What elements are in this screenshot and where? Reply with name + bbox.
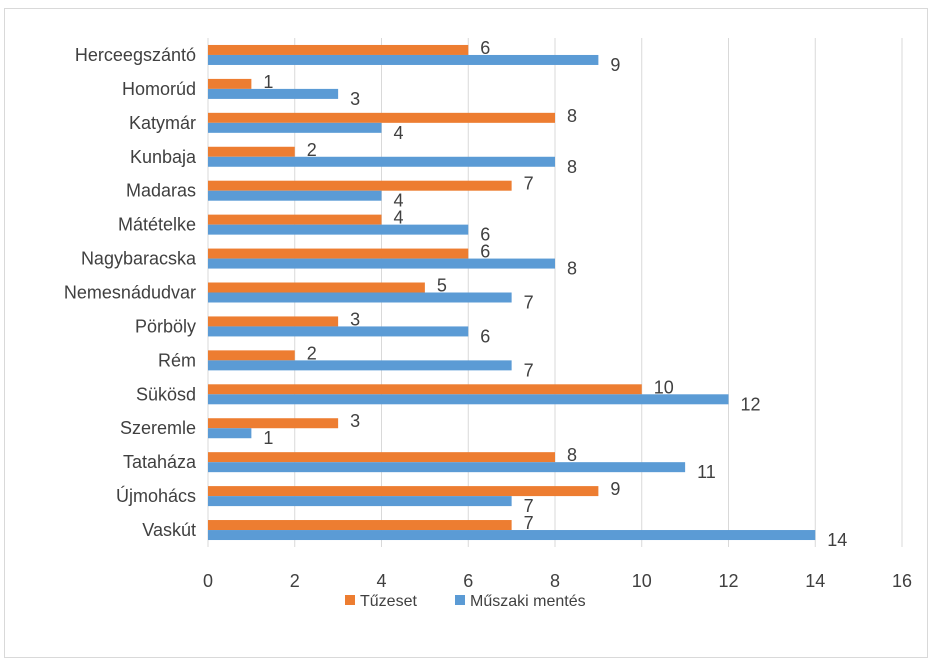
data-label: 1 [263,72,273,92]
legend: Tűzeset Műszaki mentés [345,593,586,610]
bar-muszaki-mentes [208,292,512,303]
bar-tuzeset [208,112,555,123]
value-axis: 0 2 4 6 8 10 12 14 16 [203,571,912,591]
data-label: 5 [437,276,447,296]
bar-muszaki-mentes [208,360,512,371]
category-label: Vaskút [142,520,196,540]
data-label: 7 [524,513,534,533]
x-tick-label: 0 [203,571,213,591]
data-label: 7 [524,293,534,313]
bar-muszaki-mentes [208,190,382,201]
category-label: Katymár [129,113,196,133]
data-label: 3 [350,89,360,109]
data-label: 7 [524,174,534,194]
data-label: 2 [307,140,317,160]
data-label: 14 [827,530,847,550]
category-label: Nagybaracska [81,249,197,269]
category-label: Újmohács [116,485,196,506]
bar-muszaki-mentes [208,156,555,167]
bar-tuzeset [208,384,642,395]
data-label: 4 [394,208,404,228]
bar-tuzeset [208,350,295,361]
data-label: 6 [480,242,490,262]
bar-tuzeset [208,78,252,89]
data-label: 8 [567,157,577,177]
bar-tuzeset [208,146,295,157]
category-label: Madaras [126,181,196,201]
bar-muszaki-mentes [208,530,816,541]
legend-swatch-tuzeset [345,595,355,605]
category-label: Sükösd [136,384,196,404]
bar-tuzeset [208,44,469,55]
data-label: 8 [567,106,577,126]
bar-tuzeset [208,214,382,225]
x-tick-label: 4 [376,571,386,591]
category-label: Pörböly [135,316,196,336]
bar-tuzeset [208,452,555,463]
bar-muszaki-mentes [208,88,339,99]
data-label: 4 [394,191,404,211]
data-label: 4 [394,123,404,143]
x-tick-label: 12 [718,571,738,591]
category-label: Rém [158,350,196,370]
bar-muszaki-mentes [208,428,252,439]
data-label: 8 [567,259,577,279]
x-tick-label: 6 [463,571,473,591]
bar-tuzeset [208,486,599,497]
data-label: 11 [697,462,716,482]
bar-muszaki-mentes [208,258,555,269]
bar-muszaki-mentes [208,326,469,337]
x-tick-label: 10 [632,571,652,591]
category-axis: Herceegszántó Homorúd Katymár Kunbaja Madara… [64,45,197,540]
bar-tuzeset [208,520,512,531]
data-label: 9 [610,55,620,75]
data-label: 1 [263,428,273,448]
bar-muszaki-mentes [208,496,512,507]
category-label: Mátételke [118,215,196,235]
bar-tuzeset [208,248,469,259]
bar-muszaki-mentes [208,394,729,405]
data-label: 3 [350,309,360,329]
bar-tuzeset [208,316,339,327]
legend-swatch-muszaki-mentes [455,595,465,605]
bar-muszaki-mentes [208,54,599,65]
category-label: Szeremle [120,418,196,438]
x-tick-label: 8 [550,571,560,591]
bar-tuzeset [208,418,339,429]
bar-muszaki-mentes [208,462,686,473]
category-label: Herceegszántó [75,45,196,65]
data-label: 9 [610,479,620,499]
bar-tuzeset [208,282,425,293]
data-label: 3 [350,411,360,431]
data-label: 6 [480,38,490,58]
data-label: 6 [480,225,490,245]
bar-muszaki-mentes [208,122,382,133]
category-label: Tataháza [123,452,197,472]
data-label: 8 [567,445,577,465]
data-label: 7 [524,360,534,380]
bar-muszaki-mentes [208,224,469,235]
data-label: 10 [654,377,674,397]
x-tick-label: 16 [892,571,912,591]
data-label: 6 [480,326,490,346]
data-label: 7 [524,496,534,516]
legend-label-muszaki-mentes: Műszaki mentés [470,593,586,610]
x-tick-label: 2 [290,571,300,591]
data-label: 2 [307,343,317,363]
x-tick-label: 14 [805,571,825,591]
data-label: 12 [741,394,761,414]
bar-tuzeset [208,180,512,191]
bars [208,44,816,541]
category-label: Nemesnádudvar [64,283,196,303]
category-label: Kunbaja [130,147,197,167]
category-label: Homorúd [122,79,196,99]
legend-label-tuzeset: Tűzeset [360,593,417,610]
